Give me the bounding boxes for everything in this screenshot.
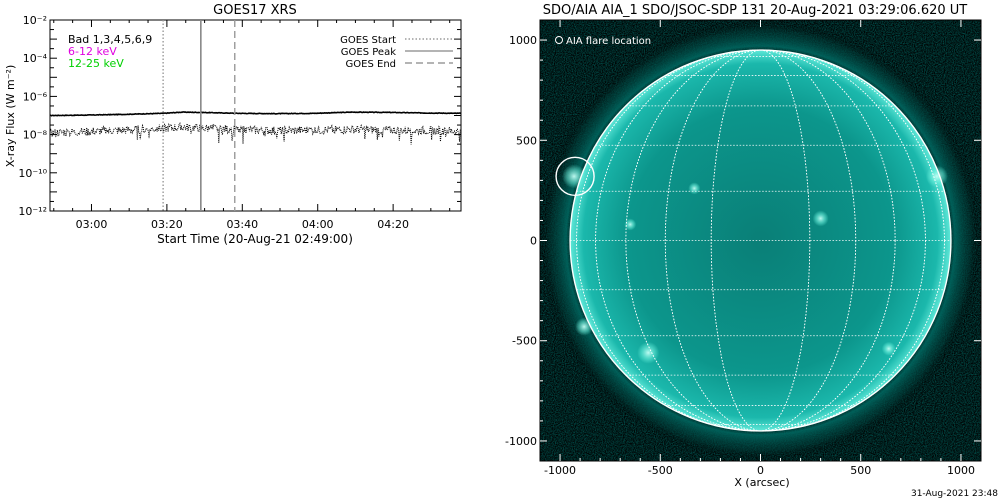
aia-image-layer [540, 20, 981, 461]
aia-x-tick-label: 500 [850, 464, 871, 477]
goes-data-layer [50, 111, 461, 145]
plot-footer-timestamp: 31-Aug-2021 23:48 [911, 489, 998, 499]
active-region-glow [624, 218, 637, 231]
goes-x-tick-label: 03:20 [151, 218, 183, 231]
aia-x-tick-label: 0 [757, 464, 764, 477]
goes-y-axis-label: X-ray Flux (W m⁻²) [4, 65, 17, 167]
aia-x-axis-label: X (arcsec) [734, 476, 789, 489]
aia-y-tick-label: 500 [516, 134, 537, 147]
aia-legend: AIA flare location [555, 36, 651, 47]
aia-x-tick-labels: -1000 -500 0 500 1000 [544, 464, 975, 477]
goes-x-tick-label: 04:00 [302, 218, 334, 231]
legend-circle-icon [555, 36, 563, 44]
goes-y-tick-label: 10⁻⁶ [23, 90, 48, 103]
flare-location-marker [555, 156, 595, 197]
goes-channel-legend-item: 6-12 keV [68, 45, 117, 58]
goes-xrs-chart: GOES17 XRS 10⁻¹² 10⁻¹⁰ 10⁻⁸ 10⁻⁶ 10⁻⁴ 10⁻² 03… [4, 3, 462, 246]
aia-y-tick-label: -1000 [505, 435, 537, 448]
goes-event-markers [162, 20, 236, 211]
goes-x-tick-labels: 03:00 03:20 03:40 04:00 04:20 [76, 218, 409, 231]
aia-x-tick-label: -1000 [544, 464, 576, 477]
longitude-line [576, 49, 945, 432]
active-region-glow [881, 341, 896, 356]
active-region-glow [688, 182, 701, 195]
aia-y-tick-labels: -1000 -500 0 500 1000 [505, 34, 537, 448]
aia-legend-label: AIA flare location [566, 36, 651, 47]
goes-marker-legend-label: GOES End [346, 59, 396, 70]
goes-title: GOES17 XRS [213, 3, 297, 18]
aia-x-tick-label: -500 [648, 464, 673, 477]
goes-series-long-line [50, 111, 461, 117]
aia-y-tick-label: 0 [530, 235, 537, 248]
goes-marker-legend-label: GOES Start [340, 35, 396, 46]
aia-axis-ticks [540, 20, 981, 461]
goes-channel-legend-item: Bad 1,3,4,5,6,9 [68, 33, 152, 46]
aia-y-tick-label: 1000 [509, 34, 537, 47]
goes-y-tick-label: 10⁻¹² [18, 205, 47, 218]
goes-series-short-line [50, 122, 461, 145]
active-region-glow [812, 210, 829, 227]
aia-title: SDO/AIA AIA_1 SDO/JSOC-SDP 131 20-Aug-20… [543, 3, 968, 18]
goes-x-tick-label: 03:40 [226, 218, 258, 231]
goes-marker-legend-label: GOES Peak [341, 47, 396, 58]
goes-x-tick-label: 04:20 [377, 218, 409, 231]
active-region-glow [562, 164, 587, 189]
goes-y-tick-label: 10⁻² [23, 14, 47, 27]
goes-x-axis-label: Start Time (20-Aug-21 02:49:00) [157, 232, 353, 246]
goes-channel-legend-item: 12-25 keV [68, 57, 124, 70]
goes-y-tick-label: 10⁻⁸ [23, 129, 48, 142]
goes-y-tick-label: 10⁻¹⁰ [18, 167, 47, 180]
goes-x-tick-label: 03:00 [76, 218, 108, 231]
goes-axis-ticks [50, 19, 461, 212]
goes-y-tick-label: 10⁻⁴ [23, 52, 48, 65]
aia-x-tick-label: 1000 [947, 464, 975, 477]
solar-limb [569, 49, 952, 432]
active-region-glow [637, 341, 660, 364]
aia-image-chart: SDO/AIA AIA_1 SDO/JSOC-SDP 131 20-Aug-20… [505, 3, 998, 499]
goes-y-tick-labels: 10⁻¹² 10⁻¹⁰ 10⁻⁸ 10⁻⁶ 10⁻⁴ 10⁻² [18, 14, 47, 218]
aia-y-tick-label: -500 [512, 335, 537, 348]
